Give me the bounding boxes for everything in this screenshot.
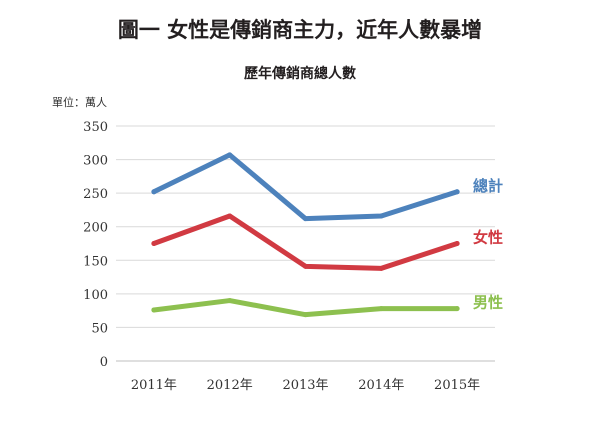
gridlines — [116, 125, 495, 328]
y-tick-label: 300 — [83, 154, 108, 169]
series-label: 女性 — [473, 229, 503, 247]
data-point — [454, 189, 460, 195]
x-tick-label: 2012年 — [207, 378, 253, 393]
x-tick-label: 2014年 — [358, 378, 404, 393]
series-line — [151, 152, 460, 222]
data-point — [378, 213, 384, 219]
y-tick-label: 350 — [83, 120, 108, 135]
x-tick-label: 2011年 — [131, 378, 177, 393]
data-point — [303, 216, 308, 222]
y-tick-label: 0 — [100, 355, 108, 370]
figure-title: 圖一 女性是傳銷商主力，近年人數暴增 — [117, 18, 483, 42]
axes: 0 50 100 150 200 250 300 350 2011年 2012年 2013年 2014… — [83, 120, 495, 393]
data-point — [454, 306, 460, 312]
data-point — [378, 265, 384, 271]
data-point — [151, 189, 157, 195]
data-point — [151, 241, 157, 246]
x-tick-label: 2013年 — [282, 378, 328, 393]
x-tick-label: 2015年 — [434, 378, 480, 393]
series-lines — [151, 152, 460, 318]
data-point — [303, 312, 308, 318]
series-label: 男性 — [473, 294, 503, 312]
unit-label: 單位：萬人 — [52, 95, 107, 109]
y-tick-label: 250 — [83, 187, 108, 202]
data-point — [227, 298, 233, 304]
y-tick-label: 150 — [83, 254, 108, 269]
series-label: 總計 — [473, 177, 503, 195]
data-point — [227, 152, 233, 158]
data-point — [227, 213, 233, 219]
data-point — [151, 307, 157, 313]
y-tick-label: 50 — [91, 321, 108, 336]
y-tick-label: 200 — [83, 221, 108, 236]
data-point — [378, 306, 384, 312]
data-point — [454, 241, 460, 246]
data-point — [303, 263, 308, 269]
chart-title: 歷年傳銷商總人數 — [244, 65, 356, 82]
y-tick-label: 100 — [83, 288, 108, 303]
